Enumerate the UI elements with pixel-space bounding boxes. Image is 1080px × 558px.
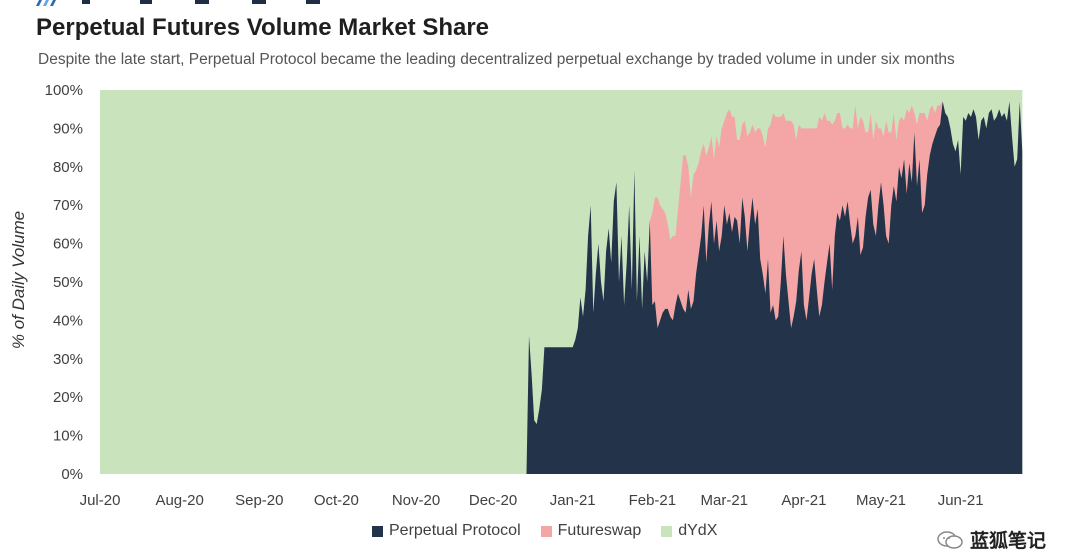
legend-label: dYdX [678, 522, 718, 539]
y-tick-label: 0% [61, 466, 83, 483]
x-tick-label: Jun-21 [938, 492, 984, 509]
y-tick-label: 80% [53, 159, 83, 176]
y-tick-label: 30% [53, 351, 83, 368]
y-tick-label: 50% [53, 274, 83, 291]
chart-legend: Perpetual Protocol Futureswap dYdX [372, 522, 717, 540]
x-tick-label: May-21 [856, 492, 906, 509]
legend-item-perpetual-protocol: Perpetual Protocol [372, 522, 521, 540]
legend-swatch-dydx [661, 525, 673, 537]
chart-subtitle: Despite the late start, Perpetual Protoc… [38, 51, 955, 68]
y-tick-label: 100% [45, 82, 83, 99]
x-tick-label: Aug-20 [155, 492, 203, 509]
legend-label: Futureswap [557, 522, 642, 539]
legend-swatch-futureswap [540, 525, 552, 537]
y-tick-label: 10% [53, 428, 83, 445]
x-tick-label: Jan-21 [550, 492, 596, 509]
area-chart: 0% 10% 20% 30% 40% 50% 60% 70% 80% 90% 100% Jul-20… [9, 82, 1023, 509]
x-tick-label: Feb-21 [629, 492, 677, 509]
watermark-text: 蓝狐笔记 [969, 531, 1046, 552]
wechat-icon [937, 530, 963, 549]
legend-label: Perpetual Protocol [389, 522, 521, 539]
x-tick-label: Sep-20 [235, 492, 283, 509]
x-tick-label: Apr-21 [781, 492, 826, 509]
y-tick-label: 90% [53, 120, 83, 137]
chart-title: Perpetual Futures Volume Market Share [36, 14, 490, 41]
x-tick-label: Nov-20 [392, 492, 440, 509]
x-tick-label: Oct-20 [314, 492, 359, 509]
legend-swatch-perpetual-protocol [372, 525, 383, 537]
x-tick-label: Mar-21 [701, 492, 749, 509]
legend-item-dydx: dYdX [661, 522, 717, 540]
y-tick-label: 60% [53, 236, 83, 253]
logo-icon [36, 0, 320, 6]
watermark: 蓝狐笔记 [936, 526, 1046, 553]
legend-item-futureswap: Futureswap [540, 522, 642, 540]
x-tick-label: Jul-20 [80, 492, 121, 509]
x-tick-label: Dec-20 [469, 492, 517, 509]
y-axis-label: % of Daily Volume [9, 211, 28, 349]
y-tick-label: 70% [53, 197, 83, 214]
area-perpetual-protocol [526, 101, 1023, 474]
y-tick-label: 40% [53, 312, 83, 329]
y-tick-label: 20% [53, 389, 83, 406]
